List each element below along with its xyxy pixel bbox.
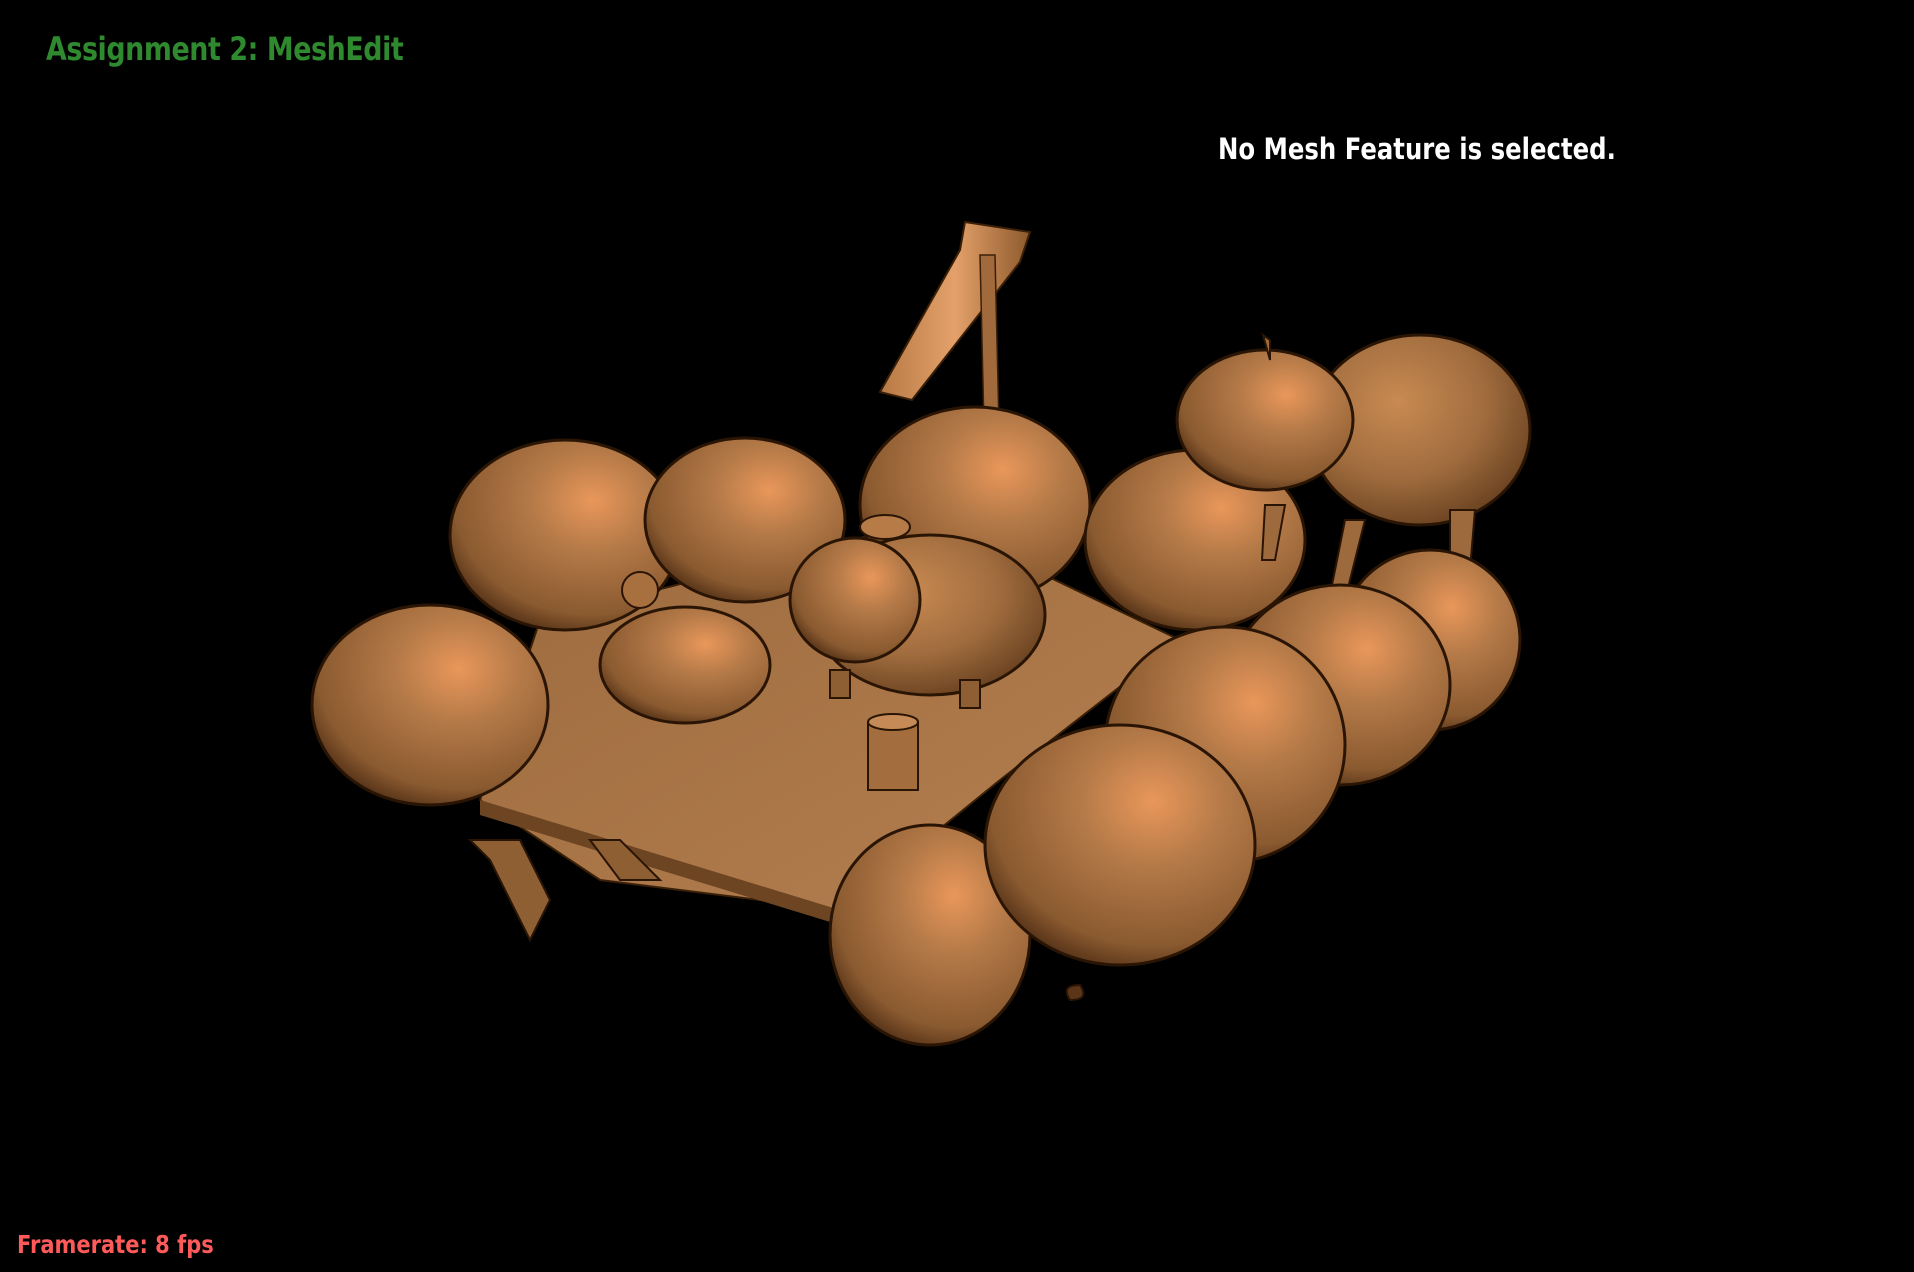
- creature-left-small: [598, 571, 772, 725]
- blob-back-2: [643, 436, 847, 604]
- creature-right: [1175, 332, 1532, 621]
- app-title: Assignment 2: MeshEdit: [46, 30, 404, 68]
- framerate-readout: Framerate: 8 fps: [17, 1230, 214, 1259]
- blob-left-front: [310, 603, 663, 943]
- blob-front-2: [983, 723, 1257, 1002]
- selection-status-text: No Mesh Feature is selected.: [1218, 132, 1616, 166]
- cup-mesh: [867, 713, 919, 791]
- creature-center: [788, 514, 1047, 709]
